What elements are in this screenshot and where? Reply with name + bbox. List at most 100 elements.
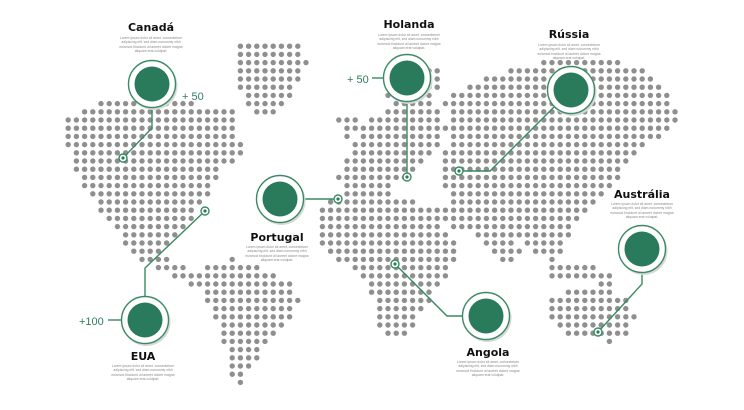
map-dot [344,223,350,230]
map-dot [106,191,112,197]
map-dot [131,166,137,172]
map-dot [491,100,498,107]
map-dot [573,133,580,140]
map-dot [385,125,391,131]
map-dot [401,223,408,230]
map-dot [270,84,276,90]
map-dot [336,174,342,181]
map-dot [98,191,104,197]
map-dot [459,182,465,189]
map-dot [582,133,588,140]
map-dot [139,191,145,197]
map-dot [319,215,326,222]
map-dot [131,158,137,164]
map-dot [393,322,399,328]
map-dot [500,248,506,254]
map-dot [73,166,80,172]
map-dot [467,150,473,156]
map-dot [483,240,490,246]
map-dot [508,191,514,197]
map-dot [434,68,440,74]
map-dot [565,182,572,189]
map-dot [188,182,194,189]
map-dot [516,76,522,82]
map-dot [500,199,506,205]
map-dot [549,133,555,140]
map-dot [655,84,662,90]
map-dot [254,330,260,336]
map-dot [598,281,604,287]
map-dot [180,158,186,164]
map-dot [631,125,637,131]
title-angola: Angola [466,346,510,359]
map-dot [139,158,145,164]
map-dot [483,223,490,230]
map-dot [573,264,580,271]
map-dot [442,100,449,107]
map-dot [401,232,408,238]
map-dot [262,59,268,66]
map-dot [147,141,153,148]
map-dot [598,141,604,148]
map-dot [237,314,244,320]
map-dot [532,174,539,181]
map-dot [377,248,383,254]
map-dot [360,125,367,131]
map-dot [623,68,629,74]
map-dot [418,273,424,279]
map-dot [172,174,178,181]
map-dot [573,322,580,328]
map-dot [598,109,604,115]
map-dot [155,207,162,213]
map-dot [180,100,186,107]
map-dot [434,281,440,287]
map-dot [418,109,424,115]
map-dot [491,182,498,189]
map-dot [401,133,408,140]
map-dot [368,117,375,123]
map-dot [90,133,96,140]
map-dot [155,182,162,189]
map-dot [204,166,211,172]
map-dot [393,281,399,287]
marker-portugal [262,181,298,217]
map-dot [401,256,408,263]
map-dot [163,141,170,148]
map-dot [549,68,555,74]
map-dot [188,199,194,205]
map-dot [377,240,383,246]
map-dot [614,174,621,181]
map-dot [516,150,522,156]
map-dot [180,150,186,156]
map-dot [582,59,588,66]
map-dot [606,117,613,123]
map-dot [409,264,416,271]
map-dot [98,125,104,131]
map-dot [213,141,219,148]
map-dot [106,117,112,123]
map-dot [623,92,629,99]
map-dot [131,191,137,197]
map-dot [377,150,383,156]
map-dot [196,125,203,131]
map-dot [524,125,531,131]
map-dot [549,207,555,213]
map-dot [114,133,121,140]
map-dot [352,248,358,254]
map-dot [524,150,531,156]
map-dot [532,191,539,197]
map-dot [65,117,71,123]
map-dot [188,141,194,148]
map-dot [270,273,276,279]
map-dot [606,150,613,156]
map-dot [393,199,399,205]
map-dot [385,207,391,213]
map-dot [163,264,170,271]
map-dot [180,109,186,115]
map-dot [368,273,375,279]
map-dot [491,248,498,254]
map-dot [213,289,219,295]
map-dot [442,182,449,189]
map-dot [229,125,235,131]
map-dot [401,297,408,304]
